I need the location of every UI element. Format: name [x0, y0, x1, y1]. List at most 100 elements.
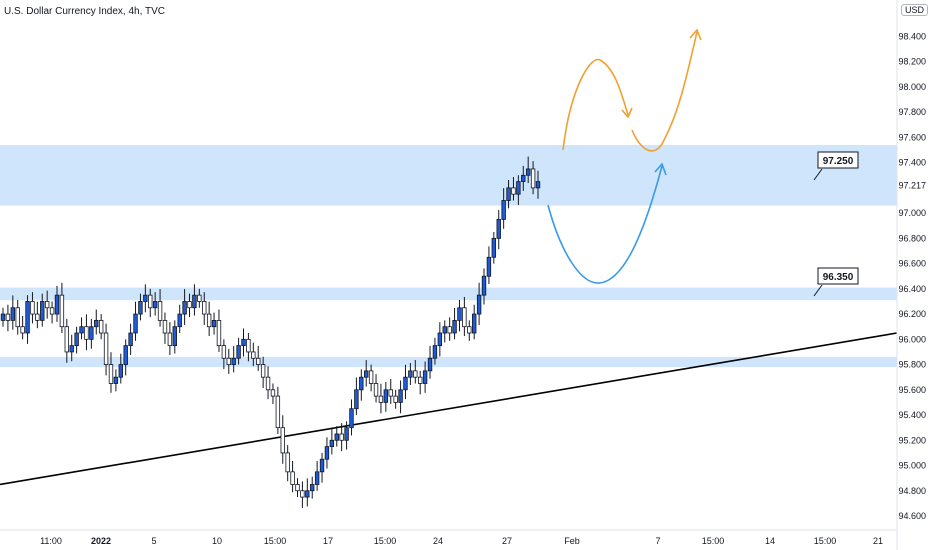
candle-body: [270, 389, 276, 397]
candle-body: [172, 326, 177, 347]
candle-body: [123, 345, 128, 365]
candle-body: [476, 294, 482, 315]
candle-body: [373, 383, 379, 397]
candle-body: [393, 395, 398, 403]
blue-arrow-path[interactable]: [547, 165, 663, 284]
candle-body: [202, 301, 207, 315]
candle-body: [530, 168, 536, 189]
candle-body: [329, 439, 335, 447]
supply-demand-zones: [0, 144, 897, 368]
orange-arrow-head-1: [621, 107, 633, 119]
candle-body: [143, 294, 148, 302]
y-axis: 94.600 94.800 95.000 95.200 95.400 95.600 95.8…: [896, 0, 926, 550]
candle-body: [20, 326, 25, 334]
candle-body: [398, 389, 403, 403]
zone-2[interactable]: [0, 356, 897, 368]
candle-body: [467, 326, 472, 334]
zone-1[interactable]: [0, 287, 897, 301]
projection-arrows: [547, 28, 702, 284]
orange-arrow-second-leg[interactable]: [631, 31, 698, 152]
orange-arrow-head-2: [689, 28, 702, 41]
candle-body: [74, 332, 79, 347]
y-tick-label: 97.400: [898, 158, 926, 168]
candle-body: [152, 301, 158, 309]
candle-body: [442, 326, 447, 334]
candle-body: [103, 332, 109, 365]
candle-body: [44, 301, 50, 309]
candle-body: [525, 168, 531, 176]
candle-body: [246, 338, 251, 353]
candle-body: [162, 319, 168, 334]
candle-body: [324, 446, 330, 460]
candle-body: [133, 313, 138, 334]
y-tick-label: 96.600: [898, 259, 926, 269]
zone-0[interactable]: [0, 144, 897, 206]
y-tick-label: 95.600: [898, 385, 926, 395]
x-tick-label: 15:00: [702, 536, 725, 546]
x-tick-label: 27: [502, 536, 512, 546]
candle-body: [35, 313, 40, 321]
candle-body: [226, 357, 231, 365]
candle-body: [118, 364, 123, 378]
candle-body: [138, 301, 143, 315]
candle-body: [197, 294, 202, 302]
candle-body: [368, 370, 374, 384]
candle-body: [432, 345, 438, 359]
x-tick-label: 5: [151, 536, 156, 546]
y-tick-label: 97.600: [898, 132, 926, 142]
candle-body: [383, 389, 389, 403]
candle-body: [364, 370, 369, 378]
x-tick-label: 14: [765, 536, 775, 546]
y-tick-label: 98.400: [898, 31, 926, 41]
x-axis: 11:00 2022 5 10 15:00 17 15:00 24 27 Feb 7 15:00 14 1…: [0, 529, 897, 546]
candle-body: [300, 490, 305, 498]
candle-body: [54, 294, 60, 315]
price-label-box[interactable]: [817, 151, 859, 169]
y-tick-label: 97.000: [898, 208, 926, 218]
candle-body: [241, 338, 246, 347]
candle-body: [49, 307, 55, 315]
price-label-text: 96.350: [823, 272, 854, 283]
trendline-layer: [0, 332, 898, 486]
y-tick-label: 97.217: [898, 181, 926, 191]
candle-body: [471, 313, 477, 334]
candle-body: [496, 219, 501, 239]
candle-body: [98, 319, 104, 334]
candle-body: [516, 181, 521, 195]
candle-body: [167, 332, 173, 347]
candle-body: [280, 427, 285, 454]
x-tick-label: 21: [873, 536, 883, 546]
y-tick-label: 95.200: [898, 435, 926, 445]
candle-body: [462, 307, 467, 328]
candle-body: [25, 301, 30, 334]
y-tick-label: 94.600: [898, 511, 926, 521]
candle-body: [506, 187, 511, 201]
y-tick-label: 97.800: [898, 107, 926, 117]
x-tick-label: 15:00: [814, 536, 837, 546]
candle-body: [206, 313, 212, 328]
trendline[interactable]: [0, 332, 898, 486]
candle-body: [157, 301, 163, 321]
candle-body: [481, 275, 487, 296]
candle-body: [511, 187, 516, 195]
price-label-box[interactable]: [817, 267, 859, 285]
candle-body: [305, 490, 310, 498]
candle-body: [486, 256, 492, 277]
candle-body: [290, 471, 295, 485]
price-label-pointer: [813, 284, 823, 297]
currency-badge[interactable]: USD: [900, 4, 928, 16]
candle-body: [521, 174, 526, 182]
candle-body: [0, 313, 6, 321]
candle-body: [89, 326, 94, 340]
candle-body: [236, 345, 241, 359]
candle-body: [295, 484, 300, 492]
candle-body: [108, 364, 114, 384]
candle-body: [413, 370, 418, 378]
x-tick-label: Feb: [564, 536, 580, 546]
candle-body: [265, 376, 271, 391]
orange-arrow-up-leg[interactable]: [562, 58, 629, 151]
candles-layer: [0, 156, 541, 508]
candle-body: [231, 357, 236, 365]
x-tick-label: 17: [323, 536, 333, 546]
